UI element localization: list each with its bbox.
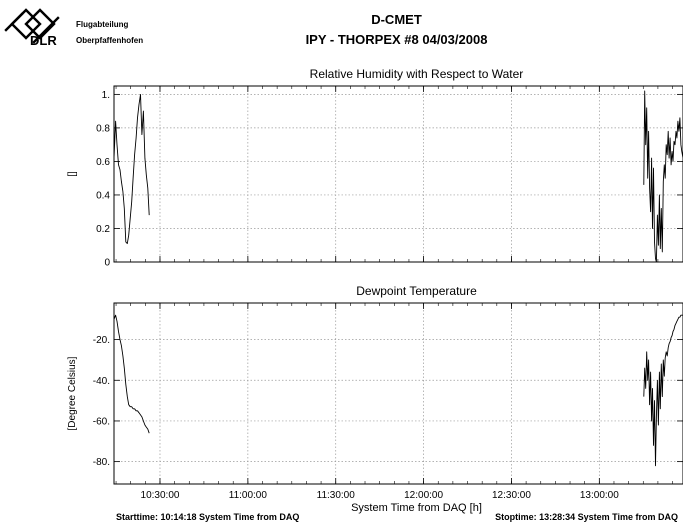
y-tick-label: -60.: [93, 416, 110, 427]
x-tick-label: 10:30:00: [141, 490, 180, 501]
x-tick-label: 12:30:00: [492, 490, 531, 501]
x-tick-label: 11:00:00: [229, 490, 268, 501]
page-subtitle: IPY - THORPEX #8 04/03/2008: [305, 32, 488, 47]
logo-text: DLR: [30, 33, 57, 46]
data-series-line: [113, 314, 150, 434]
stop-time: Stoptime: 13:28:34 System Time from DAQ: [495, 512, 678, 522]
y-tick-label: -20.: [93, 335, 110, 346]
y-tick-label: 0: [104, 258, 110, 269]
x-tick-label: 11:30:00: [317, 490, 356, 501]
y-tick-label: -80.: [93, 457, 110, 468]
data-series-line: [643, 90, 683, 263]
y-tick-label: 0.2: [96, 224, 110, 235]
y-tick-label: -40.: [93, 376, 110, 387]
data-series-line: [113, 93, 150, 245]
chart-title: Dewpoint Temperature: [356, 284, 477, 298]
x-axis-label: System Time from DAQ [h]: [351, 502, 482, 514]
y-axis-label: [Degree Celsius]: [67, 356, 78, 430]
chart-title: Relative Humidity with Respect to Water: [310, 67, 524, 81]
plot-frame: [113, 85, 683, 263]
y-tick-label: 0.4: [96, 190, 110, 201]
y-tick-label: 1.: [102, 90, 110, 101]
org-line-2: Oberpfaffenhofen: [76, 36, 144, 45]
data-series-line: [643, 314, 683, 467]
dlr-logo: DLR: [4, 8, 60, 46]
org-line-1: Flugabteilung: [76, 20, 129, 29]
y-axis-label: []: [67, 171, 78, 177]
y-tick-label: 0.6: [96, 157, 110, 168]
page-title: D-CMET: [371, 12, 422, 27]
x-tick-label: 12:00:00: [404, 490, 443, 501]
y-tick-label: 0.8: [96, 123, 110, 134]
x-tick-label: 13:00:00: [580, 490, 619, 501]
start-time: Starttime: 10:14:18 System Time from DAQ: [116, 512, 300, 522]
plot-frame: [113, 302, 683, 485]
